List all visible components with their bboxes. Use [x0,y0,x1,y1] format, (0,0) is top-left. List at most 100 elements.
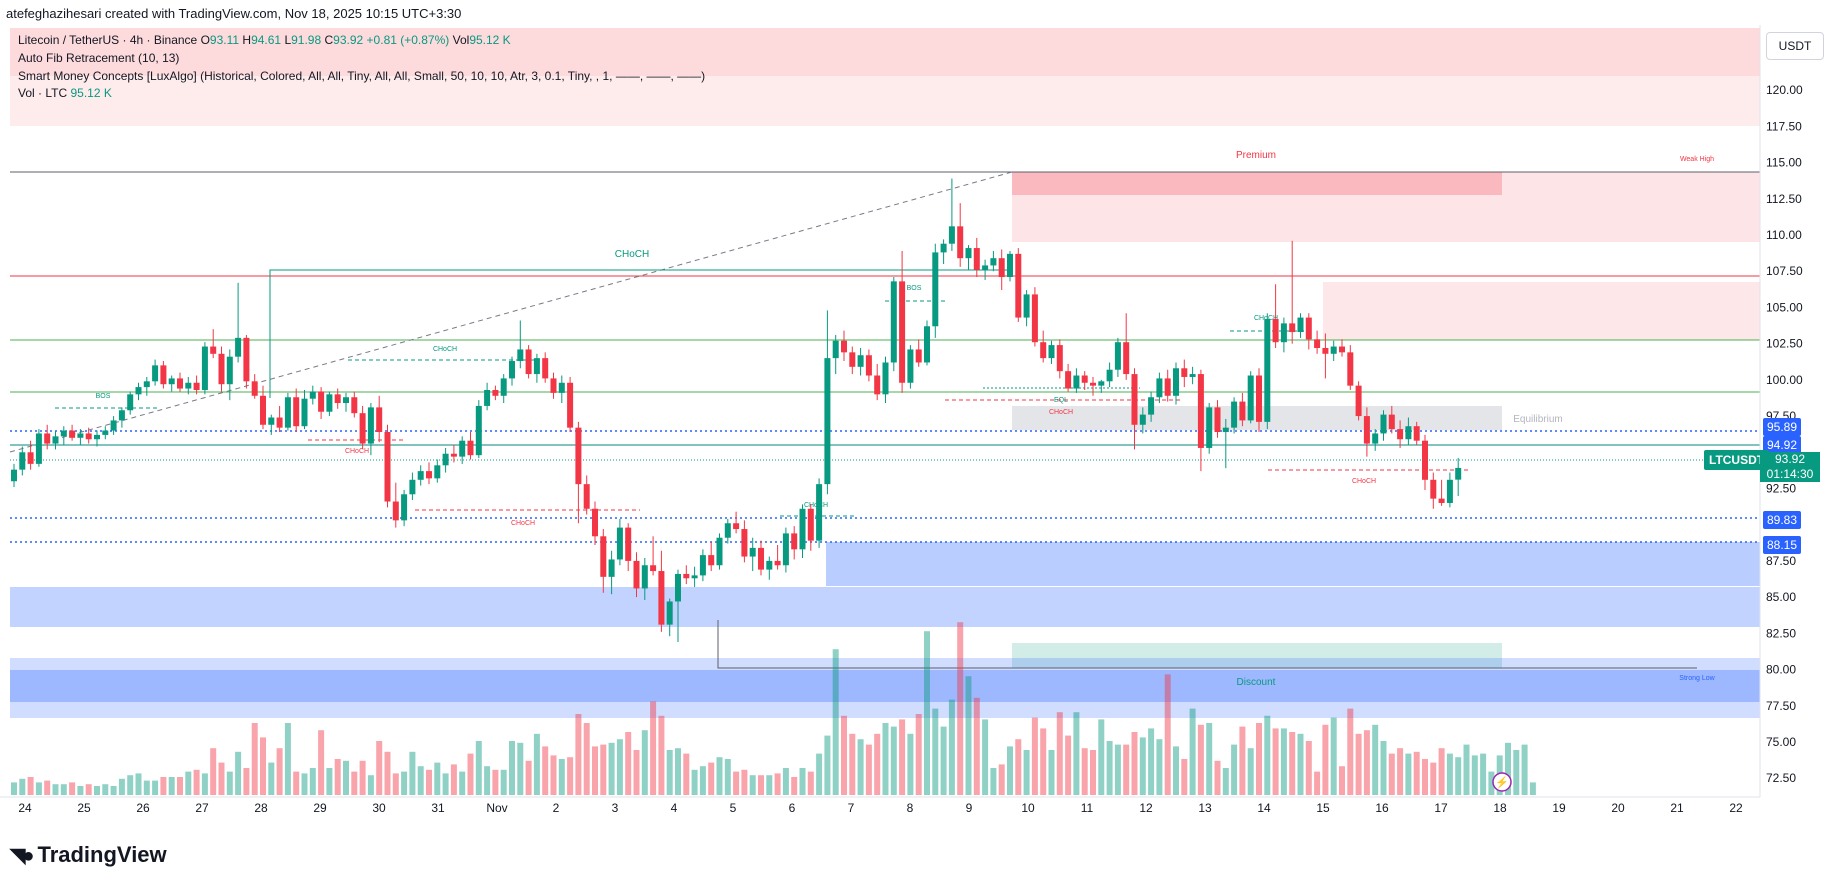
candle [716,533,723,570]
volume-bar [210,748,217,795]
candle [1305,313,1312,350]
legend-high: 94.61 [251,33,282,47]
volume-bar [575,714,582,795]
legend-symbol[interactable]: Litecoin / TetherUS · 4h · Binance [18,33,198,47]
legend-smc[interactable]: Smart Money Concepts [LuxAlgo] (Historic… [18,69,706,83]
legend-o-label: O [200,33,210,47]
candle [525,345,532,379]
candle [874,363,881,401]
candle-body [575,427,582,485]
last-price: 93.92 [1774,452,1806,466]
legend-volume[interactable]: Vol · LTC 95.12 K [18,86,112,100]
volume-bar [1173,746,1179,795]
x-tick-label: 8 [907,801,914,815]
candle-body [924,326,930,363]
legend-vol-ltc-label: Vol · LTC [18,86,68,100]
candle-body [102,430,109,435]
volume-bar [666,750,673,795]
volume-bar [865,744,872,795]
reference-lines [9,171,1760,669]
candle [1090,376,1096,396]
candle [492,385,499,401]
volume-bar [11,782,17,795]
candle [807,504,814,551]
legend-ohlc: Litecoin / TetherUS · 4h · Binance O93.1… [18,33,511,47]
tradingview-logo[interactable]: ◥● TradingView [10,842,167,868]
volume-bar [965,676,972,795]
ticker-tag: LTCUSDT [1704,450,1770,470]
candle-body [210,346,217,354]
x-tick-label: 12 [1139,801,1153,815]
candle [915,339,922,367]
volume-bar [1098,719,1105,795]
volume-bar [616,739,623,795]
volume-bar [1322,724,1329,795]
volume-bar [857,739,864,795]
legend-vol-ltc: 95.12 K [70,86,112,100]
volume-bar [1372,724,1379,795]
candle-body [69,430,76,438]
candle [1422,434,1428,490]
candle-body [658,571,665,625]
x-tick-label: 25 [77,801,91,815]
candle-body [492,389,499,396]
candle [1430,472,1437,509]
candle-body [1231,401,1238,428]
candle [1380,410,1387,441]
volume-bar [1305,741,1312,795]
candle [160,361,167,389]
candle-body [633,560,640,589]
weak-high-label: Weak High [1680,156,1714,163]
candle-body [11,469,17,482]
candle [542,352,549,383]
candle [127,391,134,415]
candle-body [168,378,175,385]
candle [85,427,92,444]
volume-bar [1405,753,1412,795]
candle [1181,359,1188,388]
choch-label-4: CHoCH [804,502,828,509]
candle [1438,479,1445,506]
candle [500,374,507,404]
tradingview-logo-icon: ◥● [10,844,35,867]
candle [666,598,673,637]
volume-bar [268,762,275,795]
candle-body [758,547,764,570]
y-tick-label: 92.50 [1766,481,1796,495]
candle [359,405,366,450]
currency-selector[interactable]: USDT [1766,32,1824,60]
candle-body [268,417,275,425]
legend-fib[interactable]: Auto Fib Retracement (10, 13) [18,51,180,65]
candle [60,426,67,446]
volume-bar [417,766,424,795]
volume-bar [932,708,939,795]
countdown: 01:14:30 [1766,467,1814,481]
candle [641,558,648,601]
candle [301,389,308,430]
candle [1106,362,1113,388]
demand-zone-mid [826,542,1760,586]
candle-body [509,361,515,379]
candle-body [484,389,491,406]
candle-body [683,573,690,579]
candle [484,382,491,411]
volume-bar [1413,751,1420,795]
candle [650,536,657,576]
volume-bar [766,775,773,795]
y-tick-label: 117.50 [1766,119,1802,133]
candle-body [724,523,731,538]
volume-bar [260,737,266,795]
candle-body [459,440,466,457]
candle-body [782,533,789,566]
legend-change: +0.81 (+0.87%) [366,33,450,47]
candle-body [359,413,366,444]
volume-bar [824,735,831,795]
choch-big-line [269,269,1012,398]
candle [1164,369,1171,402]
candle [201,342,208,395]
candle [210,329,217,359]
candle-body [152,365,159,382]
candle-body [1380,414,1387,434]
x-tick-label: 26 [136,801,150,815]
